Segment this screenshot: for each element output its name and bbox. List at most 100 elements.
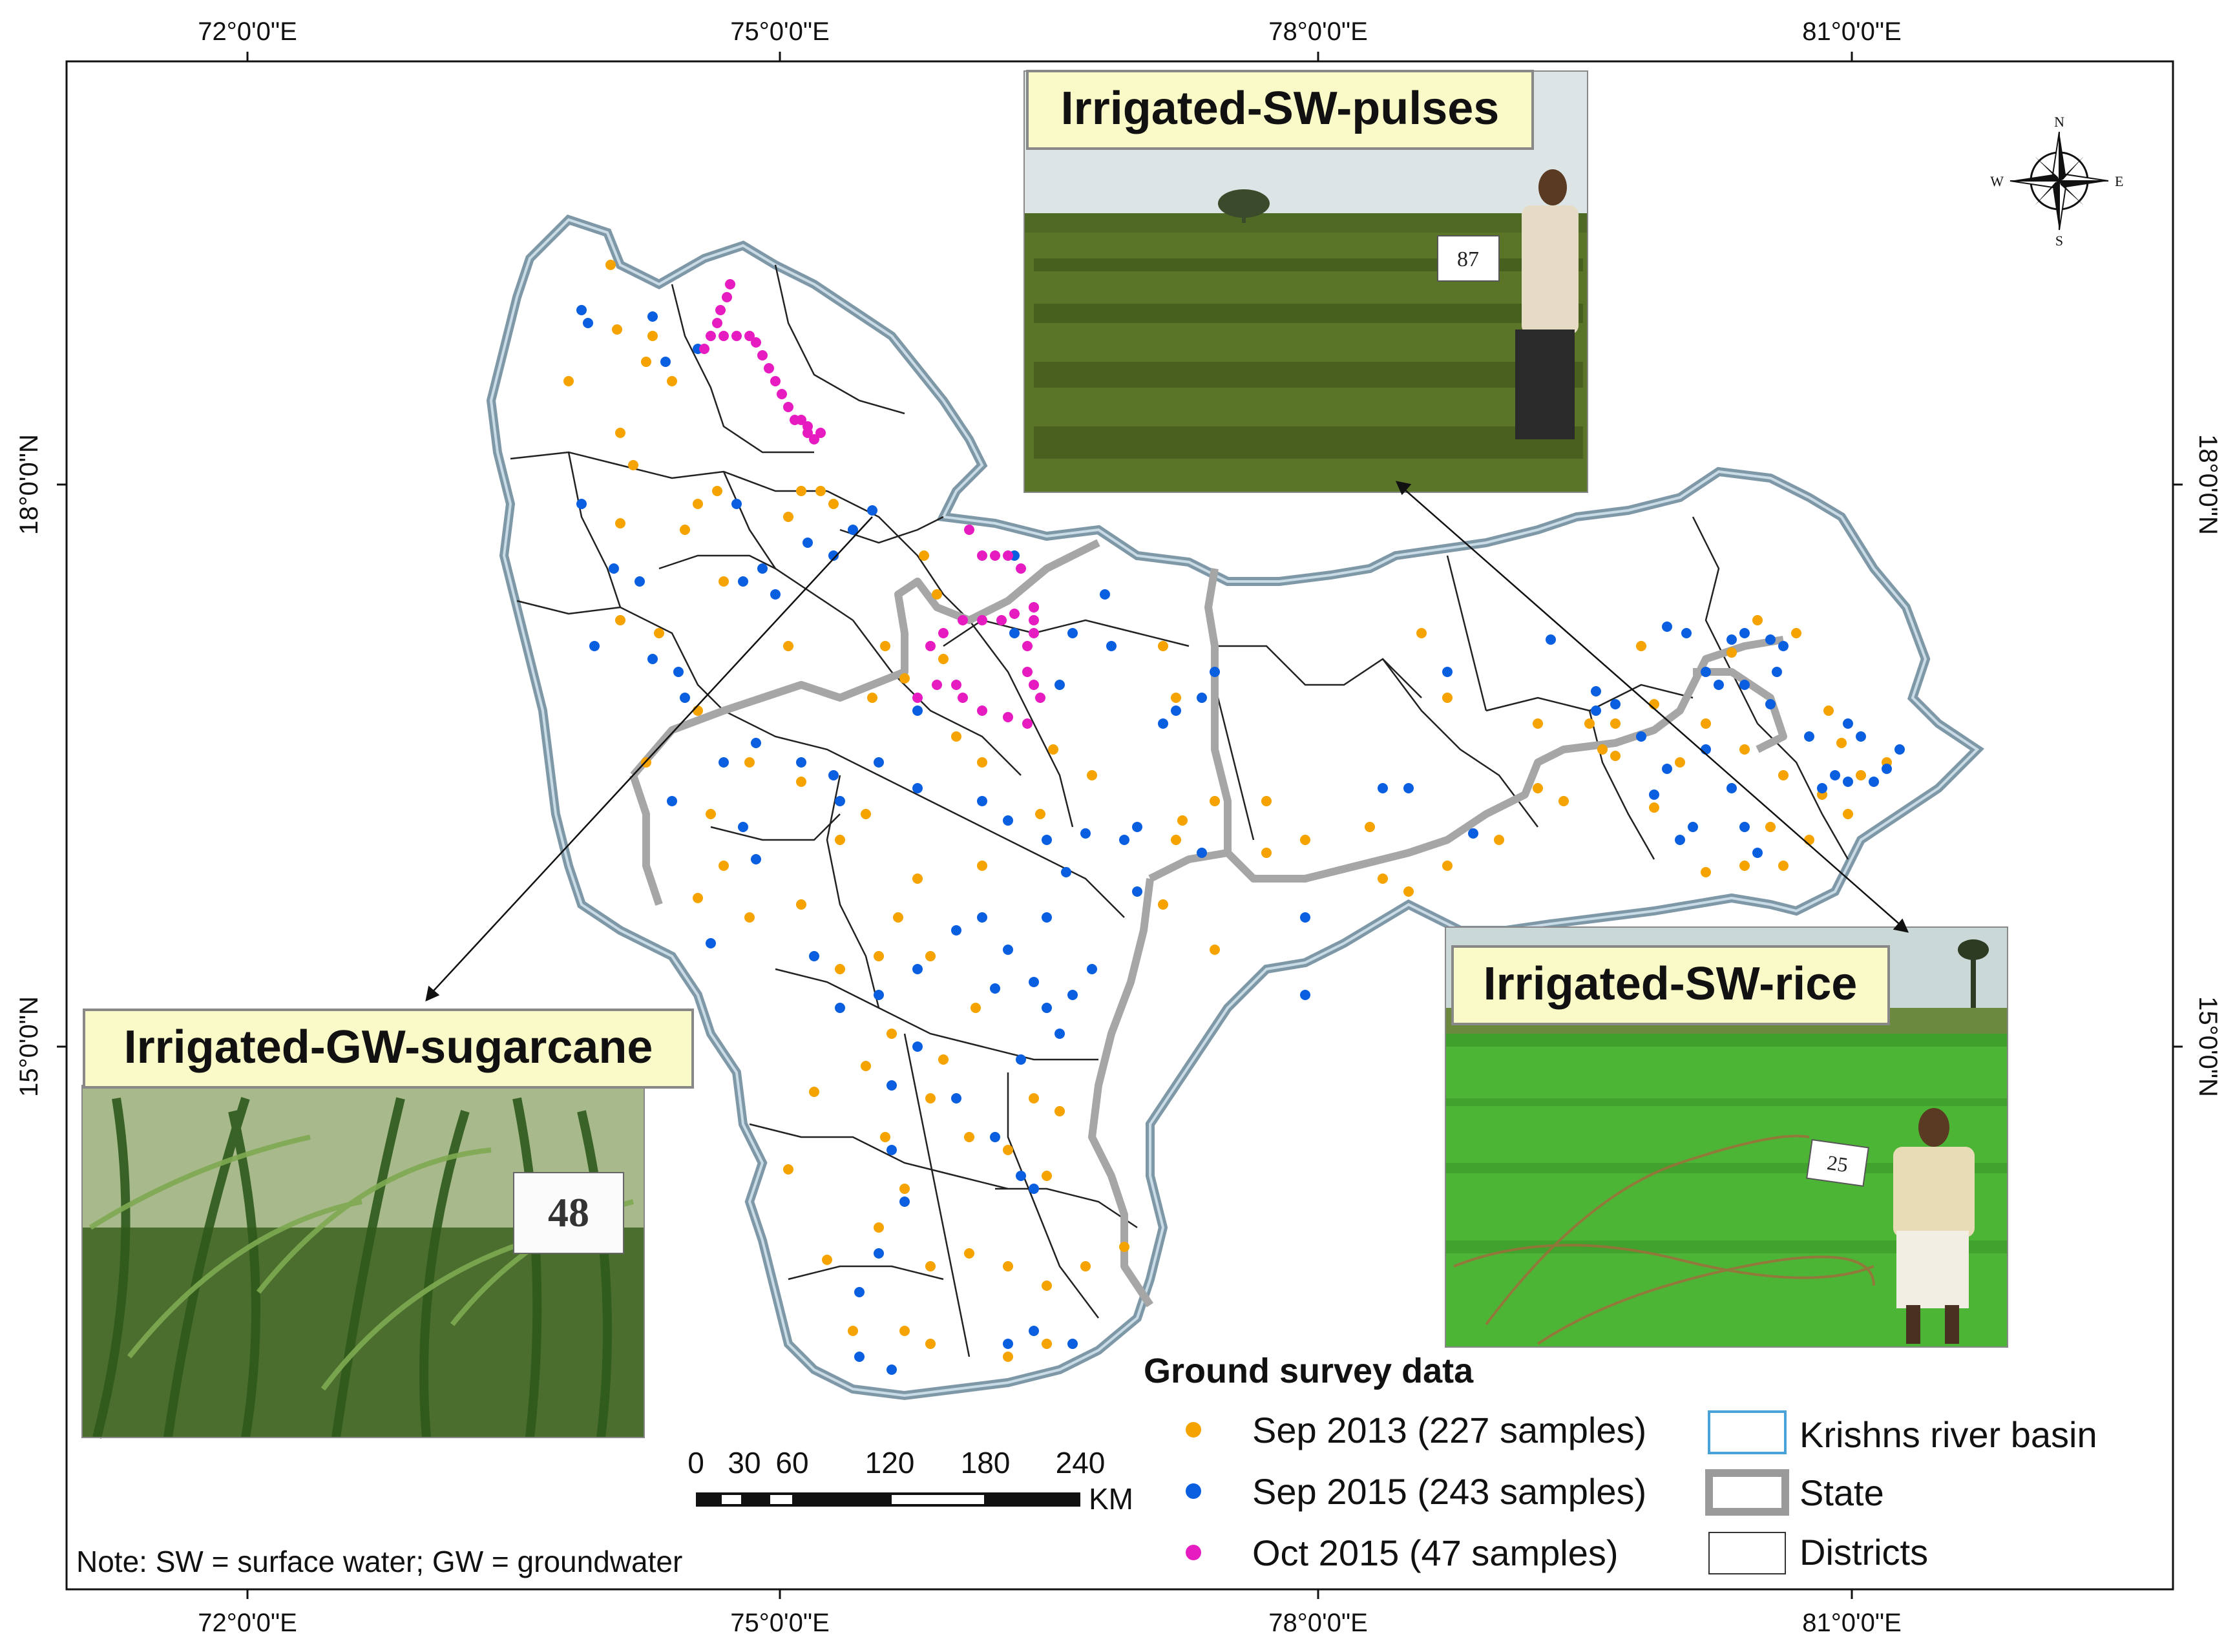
oct-2015-point <box>1022 667 1033 677</box>
sep-2013-point <box>1042 1171 1052 1181</box>
sep-2015-point <box>1055 680 1065 690</box>
oct-2015-point <box>815 428 826 438</box>
sep-2013-point <box>744 757 755 768</box>
sep-2013-point <box>1636 641 1646 651</box>
sep-2015-point <box>1591 686 1601 696</box>
sep-2013-point <box>1675 757 1685 768</box>
sep-2013-point <box>693 706 703 716</box>
sep-2013-point <box>1778 861 1789 871</box>
sep-2015-point <box>1636 731 1646 742</box>
sep-2015-point <box>1662 622 1672 632</box>
sep-2013-point <box>1533 718 1543 729</box>
sep-2013-point <box>615 518 625 528</box>
oct-2015-point <box>706 331 716 341</box>
sep-2015-point <box>1778 641 1789 651</box>
sep-2013-point <box>938 1054 949 1065</box>
sep-2015-point <box>706 938 716 948</box>
sep-2015-point <box>731 499 742 509</box>
sep-2013-point <box>615 615 625 625</box>
oct-2015-point <box>803 428 813 438</box>
sep-2015-point <box>977 796 987 806</box>
legend-label-basin: Krishns river basin <box>1800 1414 2097 1455</box>
rice-sample-number: 25 <box>1826 1151 1850 1176</box>
sep-2013-point <box>1442 861 1453 871</box>
oct-2015-point <box>744 331 755 341</box>
sep-2013-point <box>1158 641 1168 651</box>
sep-2015-point <box>1055 1029 1065 1039</box>
sep-2013-point <box>1210 796 1220 806</box>
sep-2013-point <box>654 628 664 638</box>
oct-2015-point <box>712 318 722 328</box>
sep-2013-point <box>1158 899 1168 910</box>
compass-s: S <box>2055 233 2063 249</box>
photo-label-rice: Irrigated-SW-rice <box>1451 945 1890 1025</box>
sep-2015-point <box>912 783 923 793</box>
sep-2013-point <box>1261 848 1272 858</box>
sep-2015-point <box>848 525 858 535</box>
sep-2013-point <box>628 460 638 470</box>
sep-2013-point <box>1042 1339 1052 1349</box>
oct-2015-point <box>1003 550 1013 561</box>
oct-2015-point <box>925 641 936 651</box>
sep-2015-point <box>1061 867 1071 877</box>
sep-2015-point <box>680 693 690 703</box>
sep-2015-point <box>1132 822 1142 832</box>
sep-2015-point <box>1197 693 1207 703</box>
sep-2013-point <box>925 1261 936 1271</box>
sep-2013-point <box>1836 738 1847 748</box>
sugarcane-sample-number: 48 <box>548 1189 589 1235</box>
sep-2013-point <box>822 1255 832 1265</box>
sep-2015-point <box>667 796 677 806</box>
legend-swatch-districts <box>1708 1532 1786 1574</box>
oct-2015-point <box>699 344 709 354</box>
sep-2013-point <box>796 777 806 787</box>
pulses-sample-number: 87 <box>1457 247 1479 271</box>
sep-2013-point <box>1365 822 1375 832</box>
sep-2013-point <box>1003 1261 1013 1271</box>
lon-label-top-75: 75°0'0"E <box>730 17 830 46</box>
sep-2015-point <box>647 654 658 664</box>
sep-2015-point <box>757 563 768 574</box>
sep-2013-point <box>925 1339 936 1349</box>
sep-2015-point <box>835 1003 845 1013</box>
sep-2013-point <box>1035 809 1045 819</box>
sep-2015-point <box>835 796 845 806</box>
sep-2015-point <box>1752 848 1763 858</box>
lon-label-bottom-81: 81°0'0"E <box>1802 1609 1902 1637</box>
sep-2015-point <box>1003 945 1013 955</box>
compass-w: W <box>1990 173 2004 189</box>
sep-2013-point <box>783 1164 793 1175</box>
lat-label-left-18: 18°0'0"N <box>15 434 43 535</box>
sep-2013-point <box>1171 693 1181 703</box>
sep-2013-point <box>1416 628 1427 638</box>
sep-2013-point <box>712 486 722 496</box>
sep-2013-point <box>796 486 806 496</box>
sep-2013-point <box>1533 783 1543 793</box>
sep-2013-point <box>1597 744 1608 755</box>
legend-marker-sep-2013 <box>1186 1422 1201 1438</box>
sep-2013-point <box>1701 867 1711 877</box>
sep-2015-point <box>1843 718 1853 729</box>
sep-2013-point <box>744 912 755 923</box>
scale-label-30: 30 <box>728 1446 761 1479</box>
oct-2015-point <box>783 402 793 412</box>
sep-2013-point <box>1003 1352 1013 1362</box>
oct-2015-point <box>977 706 987 716</box>
sep-2015-point <box>738 822 748 832</box>
sep-2015-point <box>1009 628 1020 638</box>
sep-2013-point <box>1403 886 1414 897</box>
sep-2013-point <box>861 1061 871 1071</box>
sep-2013-point <box>605 260 616 270</box>
sep-2013-point <box>951 731 961 742</box>
lon-label-top-78: 78°0'0"E <box>1268 17 1368 46</box>
sep-2013-point <box>964 1132 974 1142</box>
sep-2013-point <box>899 1326 910 1336</box>
sep-2013-point <box>1300 835 1310 845</box>
legend-label-districts: Districts <box>1800 1532 1928 1573</box>
sep-2013-point <box>874 1222 884 1233</box>
sep-2013-point <box>1610 718 1621 729</box>
sep-2015-point <box>854 1352 865 1362</box>
photo-inset-sugarcane: 48 <box>81 1085 645 1439</box>
sep-2015-point <box>1546 634 1556 645</box>
points-sep-2015 <box>576 305 1905 1375</box>
